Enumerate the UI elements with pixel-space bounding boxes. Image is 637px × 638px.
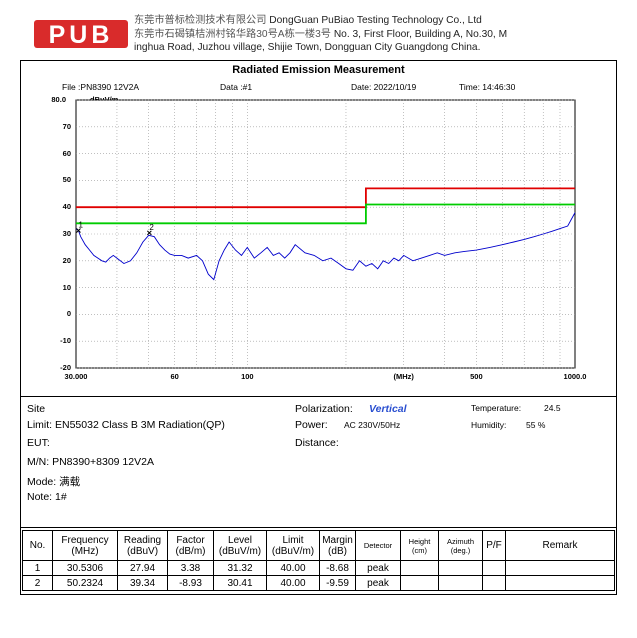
table-row: 1 30.5306 27.94 3.38 31.32 40.00 -8.68 peak xyxy=(22,560,615,576)
x-tick-label: (MHz) xyxy=(393,372,414,381)
x-tick-label: 500 xyxy=(470,372,483,381)
table-row: 2 50.2324 39.34 -8.93 30.41 40.00 -9.59 peak xyxy=(22,575,615,591)
humidity-label: Humidity: xyxy=(471,420,507,430)
note: Note: 1# xyxy=(27,491,67,503)
y-tick-label: 40 xyxy=(62,202,71,212)
table-cell: 1 xyxy=(22,560,53,576)
y-tick-label: 10 xyxy=(62,282,71,292)
table-cell: peak xyxy=(355,575,401,591)
x-tick-label: 100 xyxy=(241,372,254,381)
x-tick-label: 60 xyxy=(170,372,179,381)
table-cell xyxy=(482,560,506,576)
temperature-label: Temperature: xyxy=(471,403,522,413)
column-header: Limit (dBuV/m) xyxy=(266,530,320,561)
table-cell xyxy=(438,575,483,591)
table-cell: -9.59 xyxy=(319,575,356,591)
y-tick-label: -10 xyxy=(60,336,71,346)
info-table-divider xyxy=(20,527,617,528)
y-tick-label: 50 xyxy=(62,175,71,185)
report-frame xyxy=(20,60,617,595)
table-cell xyxy=(505,560,615,576)
peak-marker-label: 2 xyxy=(149,223,154,232)
column-header: Detector xyxy=(355,530,401,561)
x-tick-label: 30.000 xyxy=(64,372,88,381)
table-cell: -8.93 xyxy=(167,575,214,591)
trace-line xyxy=(75,212,576,281)
table-cell: 50.2324 xyxy=(52,575,118,591)
y-tick-label: 70 xyxy=(62,121,71,131)
table-cell: 27.94 xyxy=(117,560,168,576)
column-header: Height (cm) xyxy=(400,530,439,561)
peak-marker-label: 1 xyxy=(78,220,83,229)
limit-line xyxy=(76,187,575,209)
power-value: AC 230V/50Hz xyxy=(344,420,401,430)
table-header-row: No. Frequency (MHz) Reading (dBuV) Factor (dB/… xyxy=(22,530,615,561)
column-header: P/F xyxy=(482,530,506,561)
y-tick-label: 20 xyxy=(62,255,71,265)
y-tick-label: -20 xyxy=(60,363,71,372)
column-header: No. xyxy=(22,530,53,561)
eut-label: EUT: xyxy=(27,437,50,449)
column-header: Azimuth (deg.) xyxy=(438,530,483,561)
polarization-value: Vertical xyxy=(369,403,407,415)
power-label: Power: xyxy=(295,419,328,431)
chart-info-divider xyxy=(20,396,617,397)
margin-line xyxy=(76,203,575,225)
report-title: Radiated Emission Measurement xyxy=(232,64,405,76)
data-id: Data :#1 xyxy=(220,82,253,92)
peak-marker xyxy=(76,228,81,233)
table-cell: 40.00 xyxy=(266,575,320,591)
column-header: Factor (dB/m) xyxy=(167,530,214,561)
temperature-value: 24.5 xyxy=(544,403,561,413)
distance-label: Distance: xyxy=(295,437,339,449)
y-tick-label: 30 xyxy=(62,229,71,238)
peak-marker xyxy=(146,230,152,236)
company-line-2: 东莞市石碣镇桔洲村铭华路30号A栋一楼3号 No. 3, First Floor… xyxy=(134,28,508,40)
company-line-1: 东莞市普标检测技术有限公司 DongGuan PuBiao Testing Te… xyxy=(134,15,482,26)
report-time: Time: 14:46:30 xyxy=(459,82,516,92)
column-header: Remark xyxy=(505,530,615,561)
y-tick-label: 80.0 xyxy=(51,95,66,104)
table-cell xyxy=(482,575,506,591)
table-cell: 2 xyxy=(22,575,53,591)
table-cell: 30.41 xyxy=(213,575,267,591)
y-tick-label: 0 xyxy=(66,309,71,319)
company-line-3: inghua Road, Juzhou village, Shijie Town… xyxy=(134,42,481,53)
column-header: Margin (dB) xyxy=(319,530,356,561)
table-cell xyxy=(505,575,615,591)
x-tick-label: 1000.0 xyxy=(563,372,587,381)
site-label: Site xyxy=(27,403,46,415)
results-table: No. Frequency (MHz) Reading (dBuV) Factor (dB/… xyxy=(22,530,615,591)
column-header: Frequency (MHz) xyxy=(52,530,118,561)
svg-text:PUB: PUB xyxy=(49,21,114,48)
table-cell xyxy=(400,575,439,591)
table-cell: 31.32 xyxy=(213,560,267,576)
column-header: Reading (dBuV) xyxy=(117,530,168,561)
limit-standard: Limit: EN55032 Class B 3M Radiation(QP) xyxy=(27,419,225,431)
file-name: File :PN8390 12V2A xyxy=(62,82,140,92)
report-date: Date: 2022/10/19 xyxy=(351,82,417,92)
table-cell: 30.5306 xyxy=(52,560,118,576)
column-header: Level (dBuV/m) xyxy=(213,530,267,561)
company-logo: PUB xyxy=(34,20,128,48)
table-cell xyxy=(438,560,483,576)
table-cell: 40.00 xyxy=(266,560,320,576)
model-number: M/N: PN8390+8309 12V2A xyxy=(27,456,154,468)
y-tick-label: 60 xyxy=(62,148,71,158)
table-cell: peak xyxy=(355,560,401,576)
table-cell: 39.34 xyxy=(117,575,168,591)
polarization-label: Polarization: xyxy=(295,403,353,415)
table-cell: 3.38 xyxy=(167,560,214,576)
humidity-value: 55 % xyxy=(526,420,546,430)
table-body: 1 30.5306 27.94 3.38 31.32 40.00 -8.68 peak 2 50.… xyxy=(22,560,615,591)
table-cell xyxy=(400,560,439,576)
table-cell: -8.68 xyxy=(319,560,356,576)
company-address: 东莞市普标检测技术有限公司 DongGuan PuBiao Testing Te… xyxy=(134,14,614,55)
mode: Mode: 满载 xyxy=(27,476,81,488)
